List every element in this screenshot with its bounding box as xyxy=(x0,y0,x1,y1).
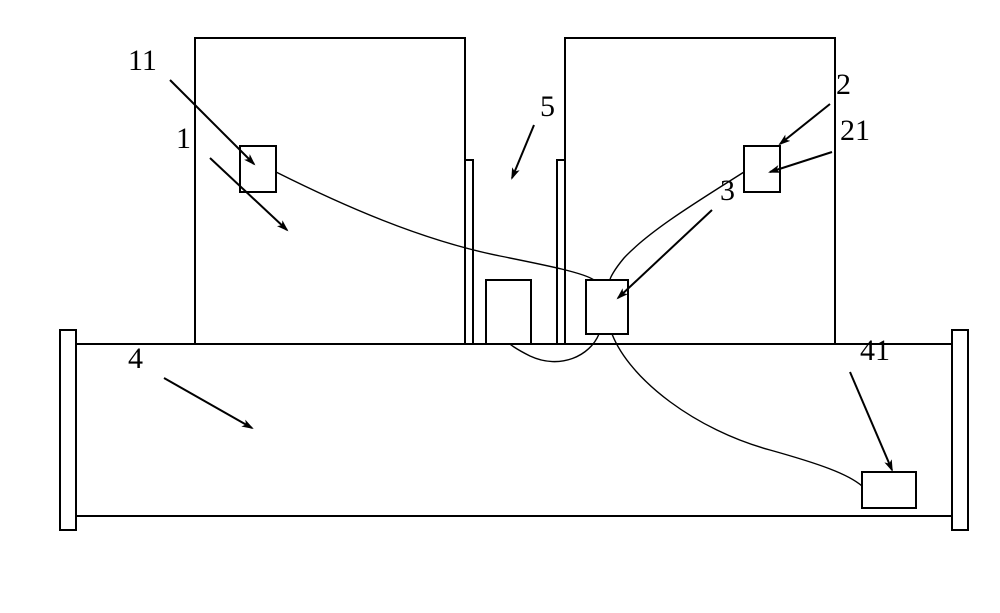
arr-2 xyxy=(780,104,830,144)
w-3-in xyxy=(510,334,599,362)
lbl-2: 2 xyxy=(836,68,851,101)
sensor-11 xyxy=(240,146,276,192)
w-11-3 xyxy=(276,172,594,280)
box-inner xyxy=(486,280,531,344)
arr-5 xyxy=(512,125,534,178)
flange-r xyxy=(952,330,968,530)
w-3-41 xyxy=(612,334,862,486)
block-left xyxy=(195,38,465,344)
arr-41 xyxy=(850,372,892,470)
sensor-21 xyxy=(744,146,780,192)
duct-body xyxy=(76,344,952,516)
gap-rail-r xyxy=(557,160,565,344)
diagram-canvas: 11521213441 xyxy=(0,0,1000,613)
lbl-21: 21 xyxy=(840,114,870,147)
flange-l xyxy=(60,330,76,530)
gap-rail-l xyxy=(465,160,473,344)
box-3 xyxy=(586,280,628,334)
lbl-41: 41 xyxy=(860,334,890,367)
arr-4 xyxy=(164,378,252,428)
lbl-3: 3 xyxy=(720,174,735,207)
block-right xyxy=(565,38,835,344)
lbl-11: 11 xyxy=(128,44,157,77)
box-41 xyxy=(862,472,916,508)
lbl-4: 4 xyxy=(128,342,143,375)
lbl-5: 5 xyxy=(540,90,555,123)
lbl-1: 1 xyxy=(176,122,191,155)
